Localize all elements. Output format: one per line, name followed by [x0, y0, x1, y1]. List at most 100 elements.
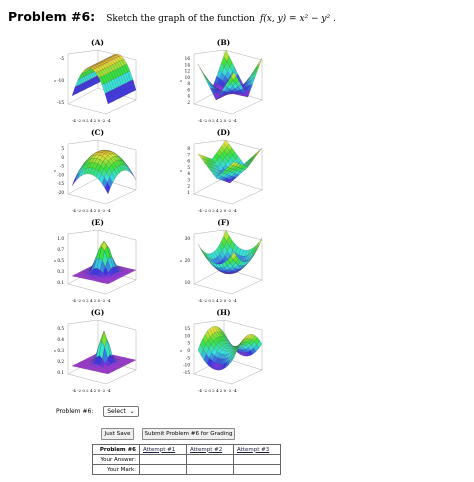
- graph-panel-h: (H) 15 10 5 0 -5 -10 -15 z -4 -2 0 2 4 2 0 -2 -4: [176, 308, 271, 400]
- xy-tick-labels: -4 -2 0 2 4 2 0 -2 -4: [198, 208, 237, 213]
- z-tick-label: 0.3: [57, 348, 64, 353]
- z-tick-label: 5: [187, 165, 190, 170]
- panel-label-c: (C): [90, 128, 105, 137]
- mark-cell: [233, 464, 281, 475]
- z-tick-label: 20: [185, 258, 191, 263]
- z-tick-label: 2: [187, 184, 190, 189]
- z-tick-label: 8: [187, 81, 190, 86]
- problem-title: Problem #6:: [8, 9, 96, 24]
- surface-plot: 0.5 0.4 0.3 0.2 0.1 z -4 -2 0 2 4 2 0 -2 -4: [53, 319, 137, 393]
- surface-patch: [200, 69, 207, 79]
- graph-panel-c: (C) 5 0 -5 -10 -15 -20 z -4 -2 0 2 4 2 0 -2 -4: [50, 128, 145, 220]
- z-tick-label: 4: [187, 171, 190, 176]
- panel-label-f: (F): [217, 218, 230, 227]
- surface-patch: [128, 167, 134, 177]
- z-axis-label: z: [179, 168, 183, 173]
- attempt-2-link[interactable]: Attempt #2: [186, 444, 234, 455]
- answer-cell: [186, 454, 234, 465]
- graph-panel-a: (A) -5 -10 -15 z -4 -2 0 2 4 2 0 -2 -4: [50, 38, 145, 130]
- problem-function: f(x, y) = x² − y² .: [259, 14, 336, 24]
- results-header: Problem #6: [92, 444, 140, 455]
- z-axis-label: z: [179, 78, 183, 83]
- z-axis-label: z: [179, 258, 183, 263]
- z-tick-label: 0.5: [57, 258, 64, 263]
- mark-cell: [139, 464, 187, 475]
- mark-cell: [186, 464, 234, 475]
- your-mark-label: Your Mark:: [92, 464, 140, 475]
- surface-patch: [230, 351, 237, 363]
- surface-patch: [230, 161, 237, 166]
- z-tick-label: 0.7: [57, 247, 64, 252]
- answer-label: Problem #6:: [56, 408, 94, 415]
- z-tick-label: 10: [185, 333, 191, 338]
- z-tick-label: -10: [57, 78, 64, 83]
- z-axis-label: z: [179, 348, 183, 353]
- answer-select-value: Select: [107, 408, 126, 415]
- just-save-button[interactable]: Just Save: [101, 428, 134, 440]
- z-tick-label: -5: [186, 355, 190, 360]
- z-tick-label: -5: [60, 56, 64, 61]
- z-tick-label: 12: [185, 69, 191, 74]
- z-axis-label: z: [53, 348, 57, 353]
- z-axis-label: z: [53, 258, 57, 263]
- results-table: Problem #6 Attempt #1 Attempt #2 Attempt…: [92, 444, 281, 475]
- graph-panel-g: (G) 0.5 0.4 0.3 0.2 0.1 z -4 -2 0 2 4 2 0 -2 -…: [50, 308, 145, 400]
- surface-patch: [104, 182, 111, 195]
- z-tick-label: 0.1: [57, 280, 64, 285]
- answer-row: Problem #6: Select ⌄: [56, 406, 139, 417]
- z-axis-label: z: [53, 168, 57, 173]
- z-tick-label: 5: [61, 146, 64, 151]
- your-answer-label: Your Answer:: [92, 454, 140, 465]
- z-tick-label: 16: [185, 56, 191, 61]
- z-tick-label: 8: [187, 146, 190, 151]
- attempt-1-link[interactable]: Attempt #1: [139, 444, 187, 455]
- surface-patch: [197, 63, 204, 74]
- surface-patch: [104, 92, 111, 105]
- surface-plot: 5 0 -5 -10 -15 -20 z -4 -2 0 2 4 2 0 -2 -4: [53, 139, 137, 213]
- surface-patch: [203, 75, 210, 84]
- surface-patch: [104, 372, 111, 375]
- surface-patch: [256, 237, 263, 249]
- problem-header: Problem #6: Sketch the graph of the func…: [8, 6, 336, 24]
- surface-plot: -5 -10 -15 z -4 -2 0 2 4 2 0 -2 -4: [53, 49, 137, 123]
- z-axis-label: z: [53, 78, 57, 83]
- z-tick-label: 0.2: [57, 359, 64, 364]
- submit-button[interactable]: Submit Problem #6 for Grading: [142, 428, 235, 440]
- surface-patch: [256, 57, 263, 69]
- answer-select[interactable]: Select ⌄: [103, 406, 139, 417]
- surface-plot: 15 10 5 0 -5 -10 -15 z -4 -2 0 2 4 2 0 -2 -4: [179, 319, 263, 393]
- graph-panel-b: (B) 16 14 12 10 8 6 4 2 z -4 -2 0 2 4 2 0 -2 -4: [176, 38, 271, 130]
- z-tick-label: -5: [60, 164, 64, 169]
- z-tick-label: 0: [187, 348, 190, 353]
- z-tick-label: 10: [185, 280, 191, 285]
- z-tick-label: 6: [187, 87, 190, 92]
- z-tick-label: 1.0: [57, 236, 64, 241]
- z-tick-label: 2: [187, 100, 190, 105]
- attempt-3-link[interactable]: Attempt #3: [233, 444, 281, 455]
- z-tick-label: -15: [57, 100, 64, 105]
- answer-cell: [233, 454, 281, 465]
- z-tick-label: 1: [187, 190, 190, 195]
- surface-patch: [200, 247, 206, 257]
- graph-panel-d: (D) 8 7 6 5 4 3 2 1 z -4 -2 0 2 4 2 0 -2 -4: [176, 128, 271, 220]
- z-tick-label: 0: [61, 155, 64, 160]
- z-tick-label: 14: [185, 62, 191, 67]
- z-tick-label: -15: [57, 181, 64, 186]
- z-tick-label: 0.3: [57, 269, 64, 274]
- panel-label-b: (B): [216, 38, 231, 47]
- z-tick-label: -15: [183, 370, 190, 375]
- graph-panel-f: (F) 30 20 10 z -4 -2 0 2 4 2 0 -2 -4: [176, 218, 271, 310]
- surface-patch: [230, 71, 237, 81]
- z-tick-label: 4: [187, 94, 190, 99]
- xy-tick-labels: -4 -2 0 2 4 2 0 -2 -4: [198, 388, 237, 393]
- panel-label-g: (G): [90, 308, 105, 317]
- z-tick-label: -10: [57, 172, 64, 177]
- z-tick-label: 6: [187, 159, 190, 164]
- surface-plot: 30 20 10 z -4 -2 0 2 4 2 0 -2 -4: [179, 229, 263, 303]
- z-tick-label: 5: [187, 341, 190, 346]
- z-tick-label: 0.5: [57, 326, 64, 331]
- panel-label-h: (H): [216, 308, 231, 317]
- graph-panel-e: (E) 1.0 0.7 0.5 0.3 0.1 z -4 -2 0 2 4 2 0 -2 -…: [50, 218, 145, 310]
- z-tick-label: 30: [185, 236, 191, 241]
- z-tick-label: -20: [57, 190, 64, 195]
